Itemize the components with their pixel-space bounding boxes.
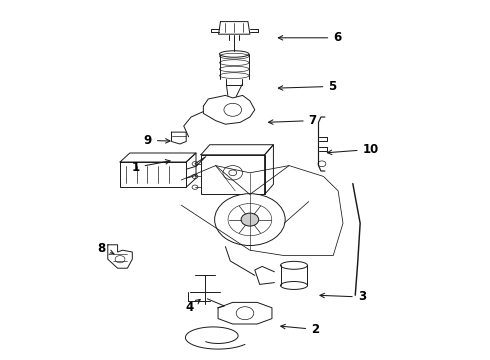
Ellipse shape bbox=[220, 51, 249, 57]
Circle shape bbox=[241, 213, 259, 226]
Text: 10: 10 bbox=[327, 143, 379, 156]
Text: 6: 6 bbox=[278, 31, 342, 44]
Circle shape bbox=[192, 185, 198, 189]
Circle shape bbox=[228, 203, 272, 236]
Text: 7: 7 bbox=[269, 114, 317, 127]
Text: 2: 2 bbox=[281, 323, 319, 336]
Circle shape bbox=[192, 162, 198, 166]
Text: 1: 1 bbox=[131, 159, 170, 174]
Circle shape bbox=[192, 174, 198, 179]
FancyBboxPatch shape bbox=[201, 155, 265, 194]
Circle shape bbox=[215, 194, 285, 246]
Text: 4: 4 bbox=[185, 300, 200, 314]
Circle shape bbox=[318, 161, 326, 167]
Text: 3: 3 bbox=[320, 291, 366, 303]
Text: 9: 9 bbox=[144, 134, 170, 147]
Ellipse shape bbox=[280, 282, 308, 289]
Text: 5: 5 bbox=[278, 80, 337, 93]
Ellipse shape bbox=[280, 261, 308, 269]
Text: 8: 8 bbox=[97, 242, 114, 255]
